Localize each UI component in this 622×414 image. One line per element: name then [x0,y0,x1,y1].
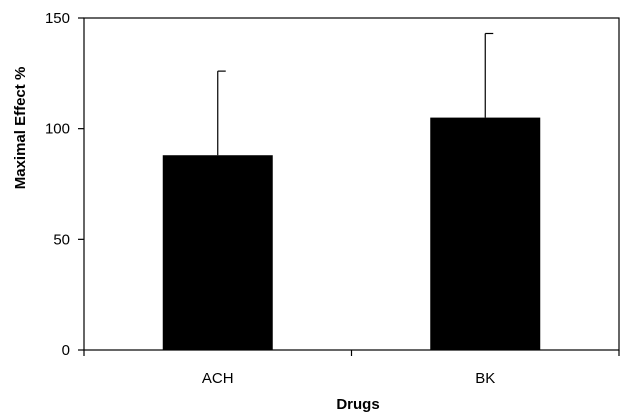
y-tick-label: 100 [45,121,70,138]
y-tick-label: 0 [62,342,70,359]
y-axis-ticks: 0 50 100 150 [45,10,84,359]
x-axis-tick-labels: ACH BK [83,350,620,387]
x-tick-label-bk: BK [475,370,495,387]
bar-bk [430,117,541,350]
y-tick-label: 50 [53,231,70,248]
x-axis-title: Drugs [336,396,379,413]
bar-ach [162,155,273,350]
bars [162,32,541,350]
x-tick-label-ach: ACH [202,370,234,387]
y-axis-title: Maximal Effect % [12,67,29,190]
y-tick-label: 150 [45,10,70,27]
